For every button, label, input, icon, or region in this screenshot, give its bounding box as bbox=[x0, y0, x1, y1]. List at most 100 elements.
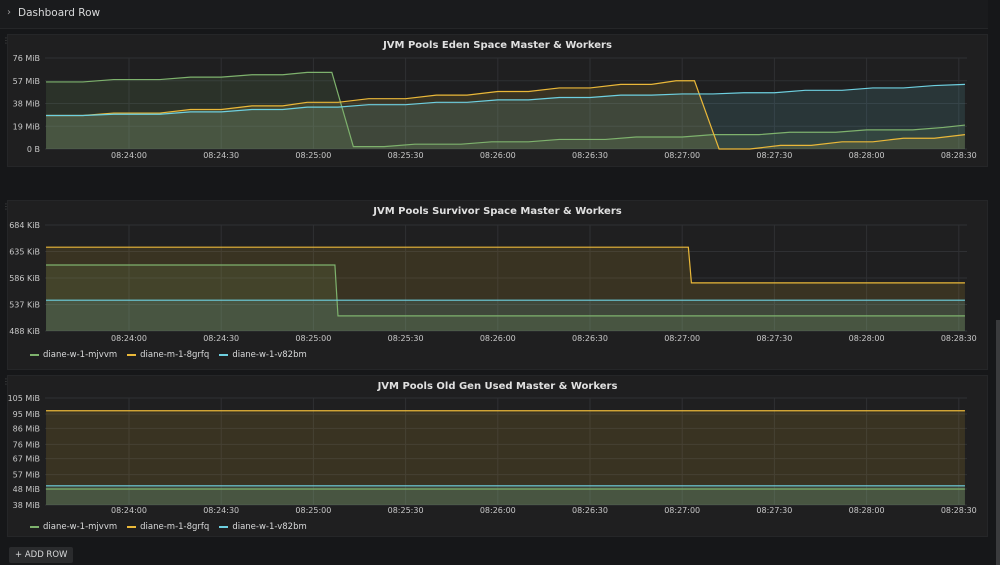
dashboard-row-title: Dashboard Row bbox=[18, 7, 101, 19]
x-tick-label: 08:28:30 bbox=[941, 151, 977, 160]
series-line-diane-m-1-8grfq[interactable] bbox=[46, 246, 965, 284]
legend-label: diane-m-1-8grfq bbox=[140, 350, 210, 360]
panel-eden-space: ⋮ JVM Pools Eden Space Master & Workers … bbox=[2, 34, 988, 167]
x-tick-label: 08:25:30 bbox=[388, 334, 424, 343]
series-line-diane-w-1-mjvvm[interactable] bbox=[46, 264, 965, 317]
x-tick-label: 08:26:30 bbox=[572, 506, 608, 515]
x-tick-label: 08:27:30 bbox=[756, 151, 792, 160]
x-tick-label: 08:26:30 bbox=[572, 151, 608, 160]
y-tick-label: 76 MiB bbox=[13, 54, 40, 63]
y-tick-label: 586 KiB bbox=[9, 274, 40, 283]
panel-old-gen: ⋮ JVM Pools Old Gen Used Master & Worker… bbox=[2, 375, 988, 537]
drag-handle-icon[interactable]: ⋮ bbox=[2, 377, 10, 386]
x-tick-label: 08:28:30 bbox=[941, 334, 977, 343]
scrollbar[interactable] bbox=[996, 320, 1000, 565]
add-row-button[interactable]: + ADD ROW bbox=[9, 547, 74, 563]
legend: diane-w-1-mjvvm diane-m-1-8grfq diane-w-1-… bbox=[30, 350, 307, 360]
y-tick-label: 57 MiB bbox=[13, 77, 40, 86]
x-tick-label: 08:25:30 bbox=[388, 151, 424, 160]
panel-title[interactable]: JVM Pools Survivor Space Master & Worker… bbox=[373, 206, 622, 217]
x-tick-label: 08:25:00 bbox=[295, 151, 331, 160]
drag-handle-icon[interactable]: ⋮ bbox=[2, 36, 10, 45]
legend-item[interactable]: diane-w-1-v82bm bbox=[219, 350, 307, 360]
dashboard-row-header[interactable]: › Dashboard Row bbox=[0, 0, 988, 29]
y-tick-label: 488 KiB bbox=[9, 327, 40, 336]
y-tick-label: 105 MiB bbox=[8, 394, 40, 403]
legend-item[interactable]: diane-m-1-8grfq bbox=[127, 350, 209, 360]
series-area-diane-w-1-mjvvm bbox=[46, 265, 965, 331]
survivor-chart: 488 KiB 537 KiB 586 KiB 635 KiB 684 KiB 08:24… bbox=[9, 221, 977, 343]
x-tick-label: 08:28:00 bbox=[849, 334, 885, 343]
legend-swatch bbox=[219, 526, 229, 528]
panel-title[interactable]: JVM Pools Eden Space Master & Workers bbox=[383, 40, 612, 51]
legend-item[interactable]: diane-w-1-v82bm bbox=[219, 522, 307, 532]
eden-chart: 0 B 19 MiB 38 MiB 57 MiB 76 MiB 08:24:00 08:24… bbox=[13, 54, 977, 160]
x-tick-label: 08:27:00 bbox=[664, 506, 700, 515]
y-tick-label: 537 KiB bbox=[9, 301, 40, 310]
legend-item[interactable]: diane-w-1-mjvvm bbox=[30, 522, 117, 532]
y-tick-label: 38 MiB bbox=[13, 501, 40, 510]
y-tick-label: 86 MiB bbox=[13, 424, 40, 433]
x-tick-label: 08:27:30 bbox=[756, 334, 792, 343]
x-tick-label: 08:27:00 bbox=[664, 151, 700, 160]
legend-swatch bbox=[127, 526, 137, 528]
legend-label: diane-w-1-v82bm bbox=[232, 350, 307, 360]
series-area-diane-w-1-v82bm bbox=[46, 84, 965, 149]
series-line-diane-w-1-mjvvm[interactable] bbox=[46, 71, 966, 148]
legend-label: diane-w-1-v82bm bbox=[232, 522, 307, 532]
legend: diane-w-1-mjvvm diane-m-1-8grfq diane-w-1-… bbox=[30, 522, 307, 532]
x-tick-label: 08:28:00 bbox=[849, 151, 885, 160]
y-tick-label: 19 MiB bbox=[13, 122, 40, 131]
x-tick-label: 08:24:30 bbox=[203, 151, 239, 160]
chevron-right-icon[interactable]: › bbox=[7, 7, 11, 18]
add-row-label: ADD ROW bbox=[24, 550, 68, 560]
x-tick-label: 08:26:00 bbox=[480, 334, 516, 343]
x-tick-label: 08:25:00 bbox=[295, 506, 331, 515]
legend-swatch bbox=[30, 526, 39, 528]
legend-swatch bbox=[127, 354, 137, 356]
x-tick-label: 08:26:00 bbox=[480, 151, 516, 160]
y-tick-label: 0 B bbox=[27, 145, 40, 154]
series-area-diane-w-1-mjvvm bbox=[46, 72, 965, 149]
series-area-diane-m-1-8grfq bbox=[46, 247, 965, 331]
y-tick-label: 684 KiB bbox=[9, 221, 40, 230]
series-line-diane-w-1-v82bm[interactable] bbox=[46, 83, 965, 117]
series-area-diane-m-1-8grfq bbox=[46, 410, 965, 505]
x-tick-label: 08:24:00 bbox=[111, 506, 147, 515]
y-tick-label: 57 MiB bbox=[13, 471, 40, 480]
plus-icon: + bbox=[15, 550, 23, 560]
x-tick-label: 08:28:00 bbox=[849, 506, 885, 515]
series-area-diane-m-1-8grfq bbox=[46, 80, 965, 149]
x-tick-label: 08:28:30 bbox=[941, 506, 977, 515]
x-tick-label: 08:25:00 bbox=[295, 334, 331, 343]
x-tick-label: 08:24:30 bbox=[203, 506, 239, 515]
panel-title[interactable]: JVM Pools Old Gen Used Master & Workers bbox=[377, 381, 618, 392]
x-tick-label: 08:26:00 bbox=[480, 506, 516, 515]
drag-handle-icon[interactable]: ⋮ bbox=[2, 202, 10, 211]
y-tick-label: 67 MiB bbox=[13, 455, 40, 464]
y-tick-label: 38 MiB bbox=[13, 100, 40, 109]
x-tick-label: 08:27:30 bbox=[756, 506, 792, 515]
series-area-diane-w-1-v82bm bbox=[46, 485, 965, 505]
series-area-diane-w-1-mjvvm bbox=[46, 489, 965, 505]
legend-item[interactable]: diane-w-1-mjvvm bbox=[30, 350, 117, 360]
x-tick-label: 08:24:30 bbox=[203, 334, 239, 343]
x-tick-label: 08:24:00 bbox=[111, 334, 147, 343]
y-tick-label: 635 KiB bbox=[9, 248, 40, 257]
y-tick-label: 48 MiB bbox=[13, 485, 40, 494]
legend-label: diane-w-1-mjvvm bbox=[43, 522, 118, 532]
panel-survivor-space: ⋮ JVM Pools Survivor Space Master & Work… bbox=[2, 200, 988, 370]
x-tick-label: 08:25:30 bbox=[388, 506, 424, 515]
legend-label: diane-w-1-mjvvm bbox=[43, 350, 118, 360]
legend-swatch bbox=[219, 354, 229, 356]
legend-item[interactable]: diane-m-1-8grfq bbox=[127, 522, 209, 532]
legend-label: diane-m-1-8grfq bbox=[140, 522, 210, 532]
x-tick-label: 08:26:30 bbox=[572, 334, 608, 343]
y-tick-label: 76 MiB bbox=[13, 440, 40, 449]
x-tick-label: 08:27:00 bbox=[664, 334, 700, 343]
legend-swatch bbox=[30, 354, 39, 356]
series-line-diane-m-1-8grfq[interactable] bbox=[46, 80, 966, 150]
old-gen-chart: 38 MiB 48 MiB 57 MiB 67 MiB 76 MiB 86 MiB 95 M… bbox=[8, 394, 977, 515]
y-tick-label: 95 MiB bbox=[13, 410, 40, 419]
x-tick-label: 08:24:00 bbox=[111, 151, 147, 160]
